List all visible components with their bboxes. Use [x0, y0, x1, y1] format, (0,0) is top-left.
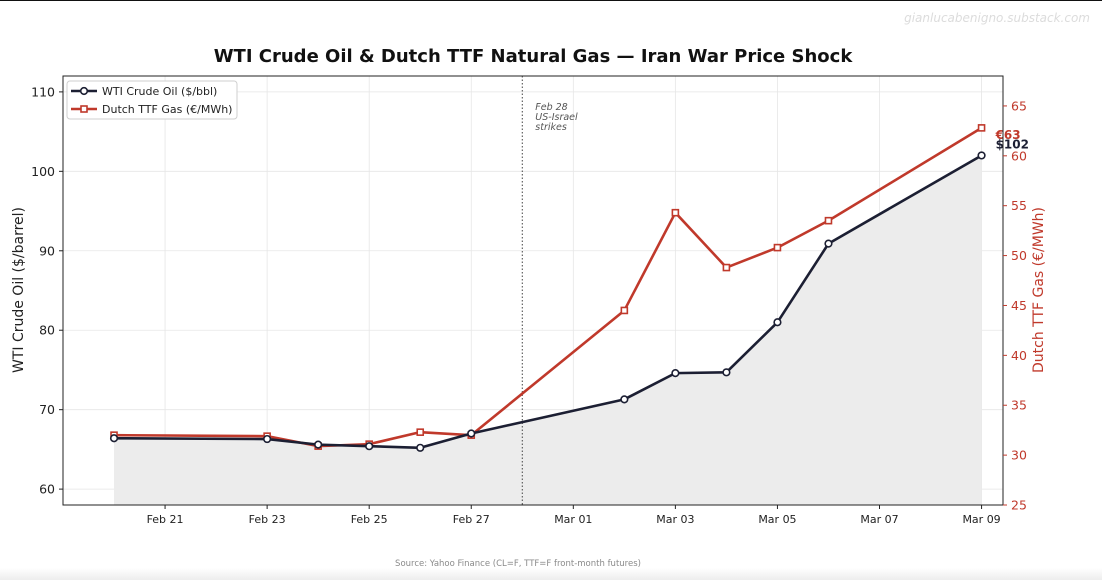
- y-axis-label-left: WTI Crude Oil ($/barrel): [11, 207, 27, 373]
- top-border: [0, 0, 1102, 1]
- bottom-fade: [0, 568, 1102, 580]
- ttf-data-point: [671, 208, 680, 217]
- axis-ticks: Feb 21 Feb 23 Feb 25 Feb 27 Mar 01 Mar 03 Mar …: [31, 84, 1027, 526]
- ttf-data-point: [620, 306, 629, 315]
- wti-data-point: [722, 368, 731, 377]
- wti-data-point: [109, 434, 119, 443]
- ttf-data-point: [773, 243, 782, 252]
- x-tick-label: Feb 25: [351, 513, 388, 526]
- legend-box: [66, 80, 238, 120]
- wti-data-point: [365, 442, 374, 451]
- annotation-text-line: Feb 28: [535, 102, 567, 113]
- annotation-text: Feb 28 US-Israel strikes: [535, 102, 578, 133]
- ttf-data-point: [977, 124, 986, 132]
- series-layer: $102€63: [109, 124, 1029, 452]
- x-tick-label: Mar 09: [962, 513, 1000, 526]
- y-right-tick-label: 40: [1011, 348, 1027, 363]
- y-right-tick-label: 30: [1011, 448, 1027, 463]
- y-right-tick-label: 50: [1011, 248, 1027, 263]
- legend-wti-label: WTI Crude Oil ($/bbl): [102, 85, 217, 98]
- y-right-tick-label: 55: [1011, 198, 1027, 213]
- y-axis-label-right: Dutch TTF Gas (€/MWh): [1031, 207, 1047, 373]
- wti-data-point: [620, 395, 629, 404]
- annotation-text-line: US-Israel: [535, 112, 578, 123]
- y-left-tick-label: 110: [31, 84, 55, 99]
- wti-data-point: [416, 443, 425, 452]
- legend-ttf-marker: [80, 105, 88, 113]
- x-tick-label: Feb 27: [453, 513, 490, 526]
- wti-series-line: [114, 154, 983, 450]
- ttf-data-point: [824, 216, 833, 225]
- watermark: gianlucabenigno.substack.com: [904, 11, 1090, 25]
- ttf-end-label: €63: [995, 128, 1021, 142]
- ttf-data-point: [722, 263, 731, 272]
- y-left-tick-label: 70: [39, 402, 55, 417]
- wti-data-point: [824, 239, 833, 248]
- source-note: Source: Yahoo Finance (CL=F, TTF=F front…: [395, 559, 641, 569]
- y-left-tick-label: 80: [39, 323, 55, 338]
- y-right-tick-label: 60: [1011, 148, 1027, 163]
- x-tick-label: Mar 03: [656, 513, 694, 526]
- wti-end-label: $102: [996, 137, 1029, 151]
- x-tick-label: Mar 01: [554, 513, 592, 526]
- y-left-tick-label: 90: [39, 243, 55, 258]
- wti-data-point: [977, 151, 986, 160]
- ttf-data-point: [416, 428, 425, 436]
- y-right-tick-label: 35: [1011, 398, 1027, 413]
- wti-data-point: [467, 429, 476, 438]
- legend: WTI Crude Oil ($/bbl) Dutch TTF Gas (€/M…: [66, 80, 238, 120]
- plot-frame: [62, 75, 1004, 506]
- legend-wti-marker: [79, 86, 89, 96]
- wti-data-point: [773, 318, 782, 327]
- y-right-tick-label: 65: [1011, 98, 1027, 113]
- y-right-tick-label: 45: [1011, 298, 1027, 313]
- wti-data-point: [314, 440, 323, 449]
- x-tick-label: Feb 23: [249, 513, 286, 526]
- wti-area-fill: [114, 155, 982, 505]
- x-tick-label: Mar 07: [860, 513, 898, 526]
- wti-data-point: [263, 434, 272, 444]
- y-right-tick-label: 25: [1011, 498, 1027, 513]
- y-left-tick-label: 60: [39, 482, 55, 497]
- annotation-text-line: strikes: [535, 122, 567, 133]
- x-tick-label: Mar 05: [758, 513, 796, 526]
- x-tick-label: Feb 21: [147, 513, 184, 526]
- legend-ttf-label: Dutch TTF Gas (€/MWh): [102, 103, 232, 116]
- wti-data-point: [671, 369, 680, 378]
- y-left-tick-label: 100: [31, 164, 55, 179]
- chart-title: WTI Crude Oil & Dutch TTF Natural Gas — …: [214, 46, 854, 67]
